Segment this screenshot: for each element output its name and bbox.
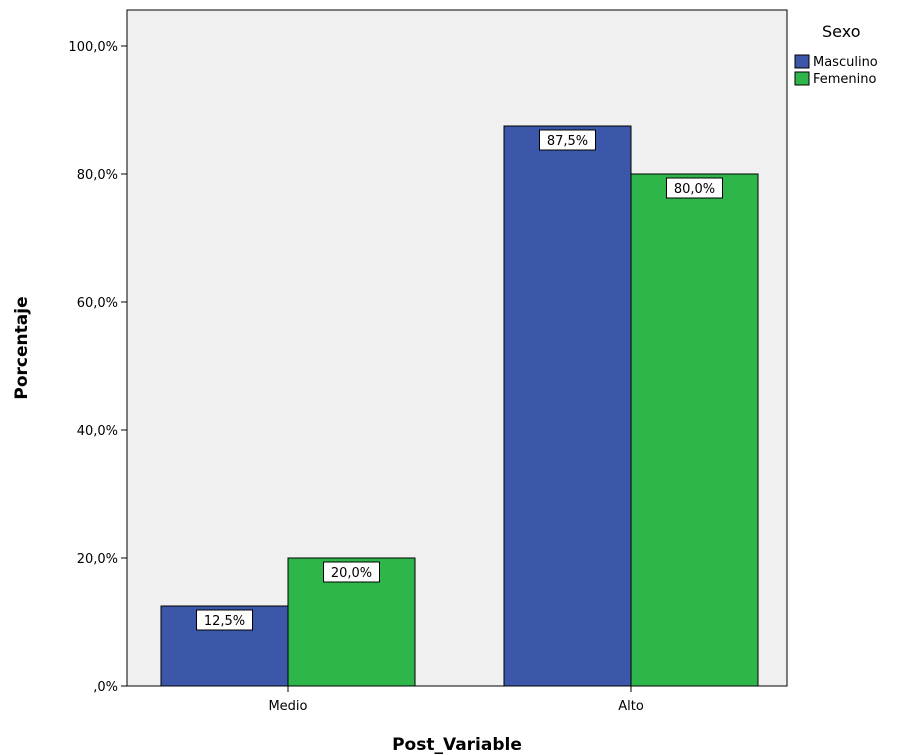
data-label-box xyxy=(539,129,596,151)
legend-label-femenino: Femenino xyxy=(813,72,877,87)
x-tick-label: Alto xyxy=(618,699,644,714)
bar-masculino-alto xyxy=(503,125,632,687)
data-label-box xyxy=(323,561,380,583)
data-labels-group: 12,5% 20,0% 87,5% 80,0% xyxy=(196,129,723,631)
y-tick-label: 20,0% xyxy=(77,552,118,567)
data-label: 20,0% xyxy=(331,566,372,581)
y-axis: ,0% 20,0% 40,0% 60,0% 80,0% 100,0% xyxy=(68,40,127,695)
y-tick-label: 60,0% xyxy=(77,296,118,311)
data-label: 80,0% xyxy=(674,182,715,197)
data-label: 12,5% xyxy=(204,614,245,629)
data-label-box xyxy=(666,177,723,199)
legend-title: Sexo xyxy=(822,22,860,41)
legend: Sexo Masculino Femenino xyxy=(794,22,878,87)
y-tick-label: 80,0% xyxy=(77,168,118,183)
y-tick-label: 40,0% xyxy=(77,424,118,439)
legend-swatch-femenino xyxy=(794,71,810,86)
x-axis: Medio Alto xyxy=(268,686,644,714)
x-tick-label: Medio xyxy=(268,699,307,714)
x-axis-title: Post_Variable xyxy=(392,735,522,755)
bar-femenino-alto xyxy=(630,173,759,687)
legend-swatch-masculino xyxy=(794,54,810,69)
legend-label-masculino: Masculino xyxy=(813,55,878,70)
data-label-box xyxy=(196,609,253,631)
data-label: 87,5% xyxy=(547,134,588,149)
y-tick-label: ,0% xyxy=(93,680,118,695)
y-tick-label: 100,0% xyxy=(68,40,118,55)
y-axis-title: Porcentaje xyxy=(12,296,32,399)
